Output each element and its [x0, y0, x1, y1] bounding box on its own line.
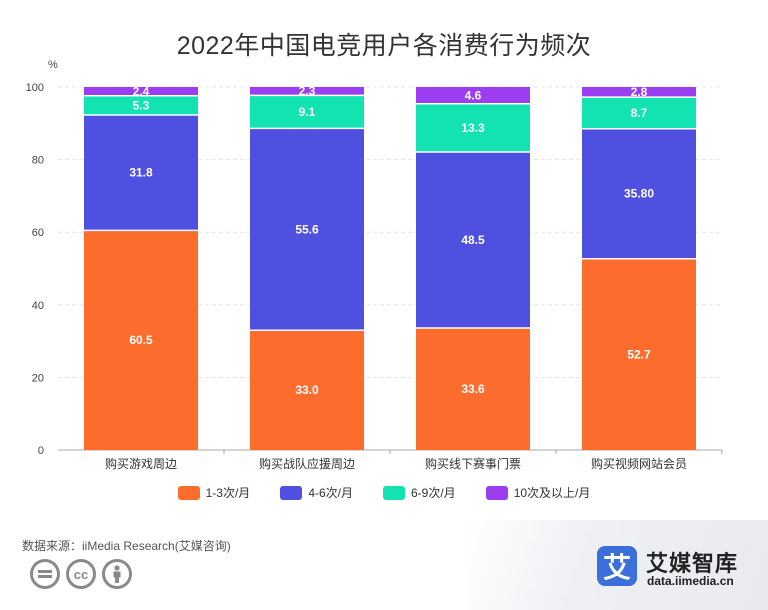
data-label: 8.7 — [631, 106, 648, 120]
brand-name: 艾媒智库 — [646, 551, 739, 576]
data-label: 55.6 — [295, 222, 319, 236]
data-label: 33.0 — [295, 383, 319, 397]
data-label: 4.6 — [465, 88, 482, 102]
chart-title: 2022年中国电竞用户各消费行为频次 — [176, 32, 592, 60]
license-icons: cc — [30, 559, 132, 589]
data-label: 5.3 — [133, 98, 150, 112]
bar-segment — [250, 128, 364, 331]
y-tick-label: 20 — [32, 372, 44, 384]
x-tick-label: 购买线下赛事门票 — [425, 456, 521, 471]
legend-item[interactable]: 6-9次/月 — [383, 484, 456, 501]
source-note: 数据来源：iiMedia Research(艾媒咨询) — [22, 539, 231, 553]
data-label: 35.80 — [624, 187, 654, 201]
data-label: 2.8 — [631, 85, 648, 99]
data-label: 52.7 — [627, 347, 651, 361]
legend-item[interactable]: 10次及以上/月 — [485, 484, 591, 501]
legend-label: 10次及以上/月 — [513, 486, 591, 500]
y-axis-label: % — [48, 59, 58, 71]
y-tick-label: 100 — [26, 82, 44, 94]
x-tick-label: 购买视频网站会员 — [591, 456, 687, 471]
y-tick-label: 0 — [38, 445, 44, 457]
data-label: 13.3 — [461, 121, 485, 135]
data-label: 9.1 — [299, 105, 316, 119]
equals-icon — [30, 559, 60, 589]
bar-segment — [416, 328, 530, 450]
bar-segment — [84, 87, 198, 96]
bar-segment — [582, 258, 696, 450]
bar-segment — [250, 95, 364, 129]
legend-label: 4-6次/月 — [308, 486, 353, 500]
brand-url[interactable]: data.iimedia.cn — [647, 574, 734, 588]
data-label: 2.4 — [133, 84, 150, 98]
bar-segment — [250, 330, 364, 450]
bar-segment — [582, 97, 696, 129]
cc-icon: cc — [66, 559, 96, 589]
x-tick-label: 购买战队应援周边 — [259, 456, 355, 471]
bar-segment — [84, 114, 198, 231]
data-label: 33.6 — [461, 382, 485, 396]
legend-label: 1-3次/月 — [205, 486, 251, 500]
data-label: 60.5 — [129, 333, 153, 347]
legend-item[interactable]: 4-6次/月 — [280, 484, 353, 501]
legend-swatch — [383, 485, 405, 500]
bar-segment — [582, 87, 696, 98]
bar-segment — [250, 87, 364, 96]
person-icon — [102, 559, 132, 589]
y-tick-label: 40 — [32, 300, 44, 312]
legend: 1-3次/月 4-6次/月 6-9次/月 10次及以上/月 — [0, 484, 768, 501]
y-tick-label: 60 — [32, 227, 44, 239]
legend-swatch — [280, 485, 303, 500]
bar-segment — [84, 95, 198, 115]
stacked-bar-chart: 0 20 40 60 80 100% 60.5 31.8 5.32.4 购买游戏周边 33.0 55.… — [26, 59, 723, 471]
legend-label: 6-9次/月 — [411, 486, 456, 500]
data-label: 2.3 — [299, 84, 316, 98]
y-tick-label: 80 — [32, 155, 44, 167]
bar-segment — [416, 103, 530, 152]
bar-segment — [416, 87, 530, 104]
data-label: 48.5 — [461, 233, 485, 247]
brand-logo-icon: 艾 — [597, 546, 637, 586]
legend-swatch — [485, 485, 508, 500]
legend-swatch — [177, 485, 200, 500]
data-label: 31.8 — [129, 166, 153, 180]
bar-segment — [416, 151, 530, 329]
bar-segment — [582, 128, 696, 259]
x-tick-label: 购买游戏周边 — [105, 456, 177, 471]
bar-segment — [84, 230, 198, 450]
legend-item[interactable]: 1-3次/月 — [177, 484, 251, 501]
